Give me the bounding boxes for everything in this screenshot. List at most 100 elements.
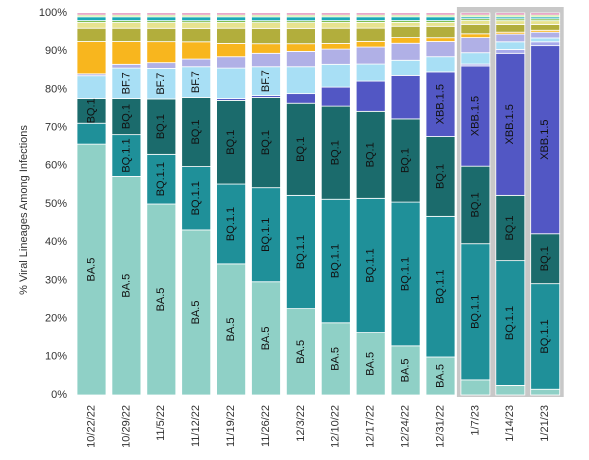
bar-segment bbox=[530, 24, 561, 31]
bar-segment bbox=[460, 165, 491, 245]
bar-segment bbox=[460, 33, 491, 38]
bar-segment bbox=[355, 22, 386, 29]
bar-segment bbox=[146, 12, 177, 16]
bar-label: BQ.1 bbox=[434, 164, 446, 189]
y-tick-label: 80% bbox=[45, 83, 67, 95]
bar-label: BF.7 bbox=[120, 72, 132, 94]
bar-segment bbox=[495, 12, 526, 16]
bar-label: XBB.1.5 bbox=[539, 120, 551, 160]
bar-segment bbox=[355, 16, 386, 21]
bar-label: BQ.1 bbox=[225, 130, 237, 155]
bar-segment bbox=[495, 20, 526, 25]
bar-segment bbox=[425, 22, 456, 27]
bar-label: BA.5 bbox=[330, 347, 342, 371]
bar-segment bbox=[146, 153, 177, 205]
bar-segment bbox=[320, 22, 351, 29]
bar-segment bbox=[251, 43, 281, 54]
bar-label: BQ.1.1 bbox=[120, 138, 132, 172]
y-tick-label: 50% bbox=[45, 198, 67, 210]
bar-segment bbox=[320, 43, 351, 50]
bar-7 bbox=[320, 12, 351, 396]
bar-segment bbox=[495, 24, 526, 33]
bar-segment bbox=[425, 41, 456, 58]
bar-segment bbox=[530, 20, 561, 25]
bar-segment bbox=[425, 136, 456, 217]
x-tick-label: 11/12/22 bbox=[190, 405, 202, 447]
x-tick-label: 11/5/22 bbox=[155, 405, 167, 441]
bar-segment bbox=[390, 201, 421, 347]
bar-label: BQ.1 bbox=[155, 114, 167, 139]
bar-label: BQ.1.1 bbox=[190, 181, 202, 215]
bar-label: BQ.1 bbox=[190, 119, 202, 144]
bar-label: BQ.1 bbox=[295, 137, 307, 162]
x-tick-label: 11/26/22 bbox=[260, 405, 272, 447]
y-tick-label: 70% bbox=[45, 122, 67, 134]
bar-segment bbox=[355, 80, 386, 112]
bar-segment bbox=[111, 16, 142, 22]
bar-segment bbox=[425, 25, 456, 39]
bar-segment bbox=[460, 12, 491, 16]
bar-label: BQ.1.1 bbox=[469, 295, 481, 329]
bar-segment bbox=[146, 22, 177, 29]
bar-segment bbox=[460, 52, 491, 65]
bar-label: BQ.1 bbox=[539, 246, 551, 271]
bar-segment bbox=[495, 194, 526, 262]
bar-label: XBB.1.5 bbox=[434, 84, 446, 124]
y-tick-label: 20% bbox=[45, 313, 67, 325]
bar-segment bbox=[216, 22, 247, 29]
bar-segment bbox=[76, 16, 107, 22]
bar-segment bbox=[530, 31, 561, 39]
bar-9 bbox=[390, 12, 421, 396]
bar-segment bbox=[146, 67, 177, 100]
bar-label: BQ.1 bbox=[330, 140, 342, 165]
bar-13 bbox=[530, 12, 561, 396]
bar-label: BQ.1.1 bbox=[330, 244, 342, 278]
bars-layer bbox=[76, 12, 561, 396]
bar-segment bbox=[76, 27, 107, 42]
bar-segment bbox=[216, 263, 247, 396]
bar-segment bbox=[390, 12, 421, 16]
x-tick-label: 10/29/22 bbox=[120, 405, 132, 448]
bar-segment bbox=[216, 56, 247, 69]
bar-segment bbox=[390, 16, 421, 21]
bar-segment bbox=[320, 63, 351, 88]
bar-label: BA.5 bbox=[260, 326, 272, 350]
bar-segment bbox=[390, 118, 421, 203]
bar-segment bbox=[76, 143, 107, 396]
bar-segment bbox=[251, 97, 281, 189]
bar-segment bbox=[216, 100, 247, 185]
bar-5 bbox=[251, 12, 281, 396]
bar-segment bbox=[251, 12, 281, 16]
bar-segment bbox=[181, 22, 212, 29]
bar-segment bbox=[285, 194, 316, 310]
bar-segment bbox=[355, 332, 386, 396]
bar-segment bbox=[425, 56, 456, 73]
bar-segment bbox=[251, 52, 281, 68]
bar-label: BQ.1.1 bbox=[400, 257, 412, 291]
bar-segment bbox=[181, 66, 212, 98]
bar-segment bbox=[460, 243, 491, 381]
x-axis: 10/22/22 10/29/22 11/5/22 11/12/22 11/19/22 1… bbox=[85, 405, 551, 448]
bar-segment bbox=[390, 22, 421, 27]
bar-segment bbox=[285, 27, 316, 45]
bar-label: BQ.1 bbox=[365, 142, 377, 167]
bar-segment bbox=[111, 176, 142, 396]
bar-segment bbox=[320, 48, 351, 65]
bar-segment bbox=[460, 23, 491, 35]
bar-segment bbox=[530, 45, 561, 235]
bar-segment bbox=[320, 322, 351, 396]
bar-11 bbox=[460, 12, 491, 396]
bar-segment bbox=[285, 93, 316, 104]
bar-segment bbox=[460, 37, 491, 54]
bar-segment bbox=[285, 12, 316, 16]
y-axis-label: % Viral Lineages Among Infections bbox=[18, 125, 30, 295]
bar-label: BQ.1 bbox=[469, 192, 481, 217]
bar-4 bbox=[216, 12, 247, 396]
bar-segment bbox=[355, 197, 386, 333]
x-tick-label: 12/17/22 bbox=[365, 405, 377, 448]
bar-label: BA.5 bbox=[400, 358, 412, 382]
bar-10 bbox=[425, 12, 456, 396]
bar-segment bbox=[181, 229, 212, 396]
bar-segment bbox=[530, 37, 561, 43]
